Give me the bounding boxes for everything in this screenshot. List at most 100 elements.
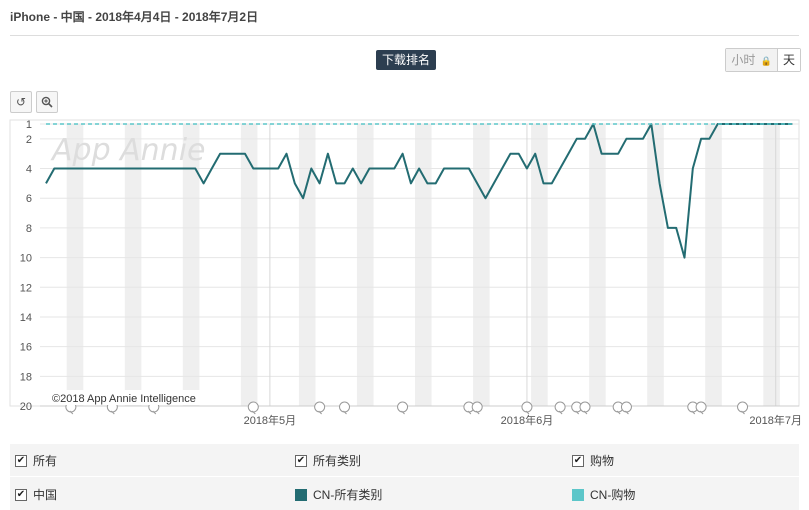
event-marker-bubble — [554, 401, 566, 413]
checkbox-checked-icon[interactable]: ✔ — [15, 454, 27, 467]
event-marker-tail — [251, 410, 256, 415]
legend-group-shopping[interactable]: ✔ 购物 — [572, 452, 614, 469]
weekend-band — [589, 124, 606, 406]
legend-group-all-label: 所有 — [33, 454, 58, 468]
event-marker-bubble — [471, 401, 483, 413]
weekend-band — [705, 124, 722, 406]
y-tick-label: 10 — [20, 253, 32, 265]
legend-group-shopping-label: 购物 — [590, 454, 615, 468]
granularity-day-label: 天 — [782, 53, 795, 67]
checkbox-checked-icon[interactable]: ✔ — [15, 488, 27, 501]
event-marker-bubble — [521, 401, 533, 413]
zoom-in-icon — [41, 96, 53, 108]
event-marker-icon — [314, 401, 326, 415]
event-marker-tail — [691, 410, 696, 415]
weekend-band — [298, 124, 316, 406]
event-marker-bubble — [247, 401, 259, 413]
legend-entry-cn-shopping-label: CN-购物 — [590, 488, 636, 502]
granularity-toggle: 小时 🔒 天 — [725, 48, 801, 72]
y-tick-label: 1 — [26, 119, 32, 131]
zoom-in-button[interactable] — [36, 91, 58, 113]
legend-group-all-categories[interactable]: ✔ 所有类别 — [295, 452, 361, 469]
weekend-band — [473, 124, 490, 406]
granularity-hour-button[interactable]: 小时 🔒 — [726, 49, 777, 71]
event-marker-tail — [616, 410, 621, 415]
legend-entry-cn-all-label: CN-所有类别 — [313, 488, 383, 502]
event-marker-tail — [525, 410, 530, 415]
event-marker-tail — [475, 410, 480, 415]
event-marker-bubble — [737, 401, 749, 413]
metric-badge[interactable]: 下载排名 — [376, 50, 437, 70]
event-marker-tail — [741, 410, 745, 415]
event-marker-tail — [318, 410, 322, 415]
lock-icon: 🔒 — [760, 56, 772, 66]
legend-group-all-categories-label: 所有类别 — [313, 454, 362, 468]
event-marker-bubble — [695, 401, 707, 413]
credit-background — [48, 390, 202, 405]
legend-panel: ✔ 所有 ✔ 所有类别 ✔ 购物 ✔ 中国 CN-所有类别 CN-购物 — [10, 444, 799, 510]
legend-swatch-cn-all — [295, 488, 307, 501]
event-marker-tail — [583, 410, 588, 415]
legend-group-row: ✔ 所有 ✔ 所有类别 ✔ 购物 — [10, 444, 799, 477]
legend-entry-cn-shopping[interactable]: CN-购物 — [572, 486, 635, 503]
checkbox-checked-icon[interactable]: ✔ — [572, 454, 584, 467]
reset-zoom-button[interactable]: ↺ — [10, 91, 32, 113]
event-marker-tail — [558, 410, 563, 415]
granularity-day-button[interactable]: 天 — [776, 49, 800, 71]
event-marker-icon — [554, 401, 566, 415]
y-tick-label: 14 — [20, 312, 32, 324]
event-marker-bubble — [397, 401, 409, 413]
event-marker-icon — [579, 401, 591, 415]
checkbox-checked-icon[interactable]: ✔ — [295, 454, 307, 467]
weekend-band — [182, 124, 200, 406]
y-tick-label: 20 — [20, 401, 32, 413]
event-marker-bubble — [579, 401, 591, 413]
x-tick-label: 2018年5月 — [244, 413, 297, 427]
undo-icon: ↺ — [15, 95, 27, 109]
weekend-band — [356, 124, 374, 406]
event-marker-tail — [401, 410, 405, 415]
event-marker-tail — [467, 410, 472, 415]
weekend-band — [531, 124, 548, 406]
event-marker-icon — [339, 401, 351, 415]
event-marker-icon — [737, 401, 749, 415]
weekend-band — [415, 124, 432, 406]
weekend-band — [124, 124, 142, 406]
event-marker-icon — [397, 401, 409, 415]
event-marker-tail — [625, 410, 629, 415]
legend-country-china-label: 中国 — [33, 488, 58, 502]
event-marker-icon — [571, 401, 583, 415]
legend-country-china[interactable]: ✔ 中国 — [15, 486, 57, 503]
page-title: iPhone - 中国 - 2018年4月4日 - 2018年7月2日 — [10, 10, 259, 24]
event-marker-bubble — [620, 401, 632, 413]
event-marker-tail — [575, 410, 580, 415]
y-tick-label: 18 — [20, 371, 32, 383]
y-tick-label: 8 — [26, 223, 32, 235]
event-marker-icon — [620, 401, 632, 415]
weekend-band — [240, 124, 258, 406]
event-marker-tail — [69, 410, 74, 415]
weekend-band — [66, 124, 84, 406]
event-marker-icon — [471, 401, 483, 415]
event-marker-icon — [463, 401, 475, 415]
event-marker-tail — [152, 410, 157, 415]
event-marker-icon — [521, 401, 533, 415]
event-marker-icon — [687, 401, 699, 415]
y-tick-label: 2 — [26, 134, 32, 146]
legend-series-row: ✔ 中国 CN-所有类别 CN-购物 — [10, 478, 799, 510]
x-tick-label: 2018年7月 — [749, 413, 802, 427]
watermark-text: App Annie — [50, 133, 206, 168]
series-line-cn-all — [45, 123, 793, 259]
granularity-hour-label: 小时 — [731, 53, 756, 67]
event-marker-icon — [247, 401, 259, 415]
credit-text: ©2018 App Annie Intelligence — [52, 393, 196, 405]
legend-entry-cn-all[interactable]: CN-所有类别 — [295, 486, 382, 503]
event-marker-bubble — [314, 401, 326, 413]
legend-group-all[interactable]: ✔ 所有 — [15, 452, 57, 469]
legend-swatch-cn-shopping — [572, 488, 584, 501]
event-marker-icon — [695, 401, 707, 415]
y-tick-label: 12 — [20, 282, 32, 294]
event-marker-tail — [699, 410, 704, 415]
title-divider — [10, 35, 799, 36]
